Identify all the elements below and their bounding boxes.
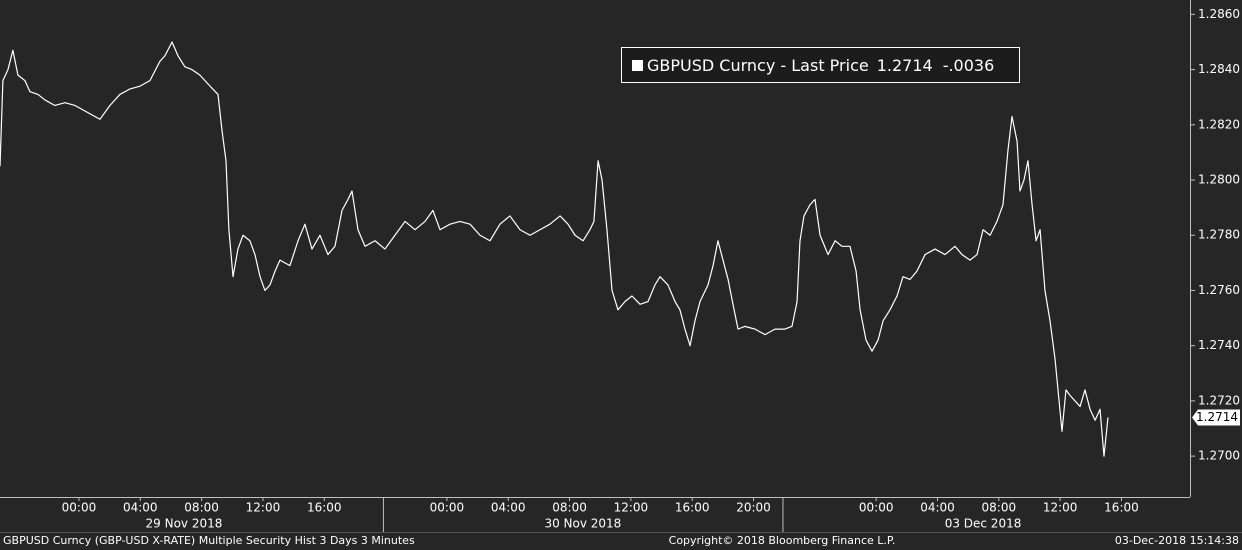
x-tick-label: 16:00: [307, 501, 342, 515]
legend: GBPUSD Curncy - Last Price 1.2714 -.0036: [621, 47, 1020, 83]
y-tick-label: 1.2740: [1198, 338, 1240, 352]
legend-swatch: [632, 60, 643, 71]
x-tick-label: 04:00: [920, 501, 955, 515]
x-tick-label: 00:00: [62, 501, 97, 515]
x-day-label: 03 Dec 2018: [945, 517, 1022, 531]
footer-left: GBPUSD Curncy (GBP-USD X-RATE) Multiple …: [3, 534, 415, 547]
last-price-tag: 1.2714: [1192, 409, 1240, 426]
last-price-tag-label: 1.2714: [1196, 410, 1238, 424]
y-tick-label: 1.2800: [1198, 173, 1240, 187]
x-tick-label: 20:00: [736, 501, 771, 515]
price-line: [0, 41, 1109, 457]
legend-series: GBPUSD Curncy - Last Price: [647, 56, 869, 75]
x-tick-label: 12:00: [246, 501, 281, 515]
x-tick-label: 16:00: [675, 501, 710, 515]
x-tick-label: 12:00: [614, 501, 649, 515]
footer-right: 03-Dec-2018 15:14:38: [1115, 534, 1239, 547]
x-tick-label: 08:00: [982, 501, 1017, 515]
footer-center: Copyright© 2018 Bloomberg Finance L.P.: [669, 534, 896, 547]
legend-last: 1.2714: [877, 56, 933, 75]
last-price-tag-box: [1192, 409, 1240, 426]
legend-text: GBPUSD Curncy - Last Price 1.2714 -.0036: [647, 56, 994, 75]
legend-change: -.0036: [943, 56, 995, 75]
x-tick-label: 04:00: [123, 501, 158, 515]
y-tick-label: 1.2700: [1198, 449, 1240, 463]
x-tick-label: 00:00: [859, 501, 894, 515]
y-tick-label: 1.2720: [1198, 393, 1240, 407]
y-tick-label: 1.2760: [1198, 283, 1240, 297]
x-tick-label: 00:00: [430, 501, 465, 515]
y-tick-label: 1.2820: [1198, 117, 1240, 131]
x-tick-label: 12:00: [1043, 501, 1078, 515]
x-tick-label: 08:00: [552, 501, 587, 515]
x-tick-label: 16:00: [1104, 501, 1139, 515]
y-tick-label: 1.2780: [1198, 228, 1240, 242]
y-tick-label: 1.2840: [1198, 62, 1240, 76]
legend-box: [621, 47, 1020, 83]
x-day-label: 30 Nov 2018: [544, 517, 621, 531]
x-tick-label: 04:00: [491, 501, 526, 515]
x-day-label: 29 Nov 2018: [146, 517, 223, 531]
x-tick-label: 08:00: [184, 501, 219, 515]
y-tick-label: 1.2860: [1198, 7, 1240, 21]
